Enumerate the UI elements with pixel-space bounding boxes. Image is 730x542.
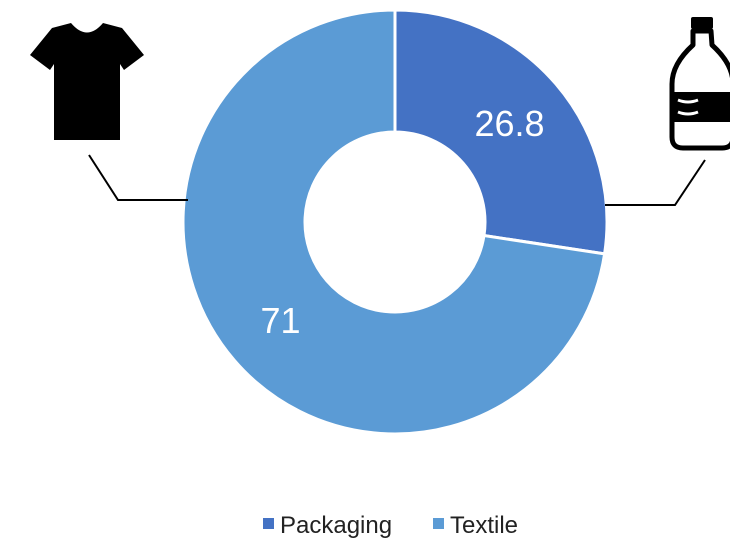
data-label-textile: 71 (260, 300, 300, 341)
legend-swatch-packaging (263, 518, 274, 529)
legend: Packaging Textile (263, 512, 518, 539)
textile-leader-line (88, 154, 188, 201)
legend-label-textile: Textile (450, 512, 518, 539)
t-shirt-icon (30, 23, 144, 140)
legend-item-packaging: Packaging (263, 512, 392, 539)
plastic-bottle-icon (669, 17, 730, 151)
slice-packaging (393, 8, 609, 256)
donut-slices (181, 8, 609, 436)
slice-textile (181, 8, 607, 436)
legend-swatch-textile (433, 518, 444, 529)
data-labels: 26.8 71 (260, 103, 544, 341)
legend-label-packaging: Packaging (280, 512, 392, 539)
legend-item-textile: Textile (433, 512, 518, 539)
packaging-leader-line (605, 159, 706, 206)
data-label-packaging: 26.8 (474, 103, 544, 144)
